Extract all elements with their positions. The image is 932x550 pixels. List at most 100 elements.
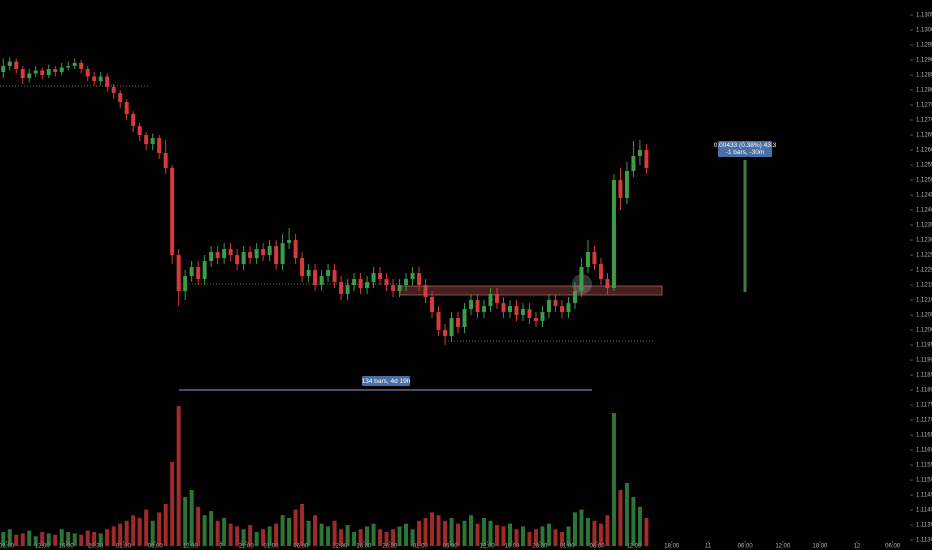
volume-bar — [644, 518, 649, 546]
volume-bar — [631, 497, 636, 546]
candle-body — [98, 76, 103, 82]
volume-bar — [423, 518, 428, 546]
volume-bar — [150, 520, 155, 546]
candle-body — [222, 249, 227, 259]
volume-bar — [118, 523, 123, 546]
volume-bar — [553, 529, 558, 546]
x-tick-label: 18:00 — [664, 544, 680, 550]
x-tick-label: 12:00 — [35, 544, 51, 550]
candle-body — [637, 150, 642, 157]
candle-body — [228, 249, 233, 256]
volume-bar — [624, 483, 629, 546]
volume-bar — [202, 515, 207, 546]
candle-body — [33, 70, 38, 74]
volume-bar — [170, 462, 175, 546]
y-tick-label: 1.11450 — [916, 493, 932, 499]
x-tick-label: 06:00 — [885, 544, 901, 550]
candle-body — [345, 285, 350, 295]
y-tick-label: 1.11700 — [916, 418, 932, 424]
x-tick-label: 16:00 — [59, 544, 75, 550]
candle-body — [144, 135, 149, 145]
x-tick-label: 01:00 — [560, 544, 576, 550]
x-tick-label: 12:00 — [480, 544, 496, 550]
volume-bar — [72, 533, 77, 546]
volume-bar — [274, 523, 279, 546]
volume-bar — [592, 520, 597, 546]
candle-body — [189, 267, 194, 277]
candle-body — [507, 306, 512, 313]
volume-bar — [514, 529, 519, 546]
candle-body — [482, 306, 487, 313]
y-tick-label: 1.11550 — [916, 463, 932, 469]
candle-body — [404, 279, 409, 286]
y-tick-label: 1.11300 — [916, 538, 932, 544]
volume-bar — [105, 529, 110, 546]
candle-body — [183, 276, 188, 292]
x-tick-label: 01:00 — [263, 544, 279, 550]
candle-body — [533, 318, 538, 322]
volume-bar — [111, 526, 116, 546]
volume-bar — [410, 529, 415, 546]
candle-body — [59, 67, 64, 73]
candle-body — [157, 138, 162, 154]
candle-body — [1, 66, 6, 73]
candle-body — [150, 138, 155, 145]
candle-body — [430, 297, 435, 313]
volume-bar — [53, 534, 58, 546]
volume-bar — [520, 526, 525, 546]
volume-bar — [618, 490, 623, 546]
volume-bar — [248, 525, 253, 546]
volume-bar — [280, 515, 285, 546]
candle-body — [624, 171, 629, 199]
volume-bar — [475, 523, 480, 546]
y-tick-label: 1.11750 — [916, 403, 932, 409]
candle-body — [559, 306, 564, 313]
candle-body — [66, 66, 71, 68]
candle-body — [105, 76, 110, 88]
candle-body — [520, 309, 525, 316]
y-tick-label: 1.11900 — [916, 358, 932, 364]
candle-body — [196, 267, 201, 280]
volume-bar — [196, 506, 201, 546]
candle-body — [488, 294, 493, 307]
candle-body — [261, 249, 266, 256]
candle-body — [118, 93, 123, 103]
volume-bar — [326, 526, 331, 546]
x-tick-label: 20:30 — [382, 544, 398, 550]
candle-body — [469, 300, 474, 310]
x-tick-label: 20:30 — [532, 544, 548, 550]
x-tick-label: 11 — [705, 544, 712, 550]
volume-bar — [378, 529, 383, 546]
candle-body — [397, 285, 402, 292]
volume-bar — [605, 515, 610, 546]
candle-body — [423, 285, 428, 298]
y-tick-label: 1.12350 — [916, 223, 932, 229]
candle-body — [287, 240, 292, 244]
candle-body — [176, 255, 181, 292]
volume-bar — [27, 530, 32, 546]
candle-body — [111, 87, 116, 94]
candle-body — [202, 261, 207, 280]
volume-bar — [293, 509, 298, 546]
volume-bar — [462, 520, 467, 546]
candle-body — [592, 252, 597, 265]
volume-bar — [339, 529, 344, 546]
volume-bar — [430, 512, 435, 546]
candle-body — [306, 270, 311, 277]
candle-body — [443, 330, 448, 337]
volume-bar — [261, 529, 266, 546]
candle-body — [332, 270, 337, 283]
candle-body — [449, 318, 454, 337]
volume-bar — [488, 520, 493, 546]
volume-bar — [637, 506, 642, 546]
y-tick-label: 1.12750 — [916, 103, 932, 109]
candle-body — [358, 279, 363, 289]
volume-bar — [404, 523, 409, 546]
x-tick-label: 01:00 — [116, 544, 132, 550]
volume-bar — [176, 406, 181, 546]
volume-bar — [566, 526, 571, 546]
candle-body — [20, 69, 25, 79]
x-tick-label: 06:00 — [0, 544, 15, 550]
candle-body — [46, 69, 51, 76]
volume-bar — [235, 526, 240, 546]
